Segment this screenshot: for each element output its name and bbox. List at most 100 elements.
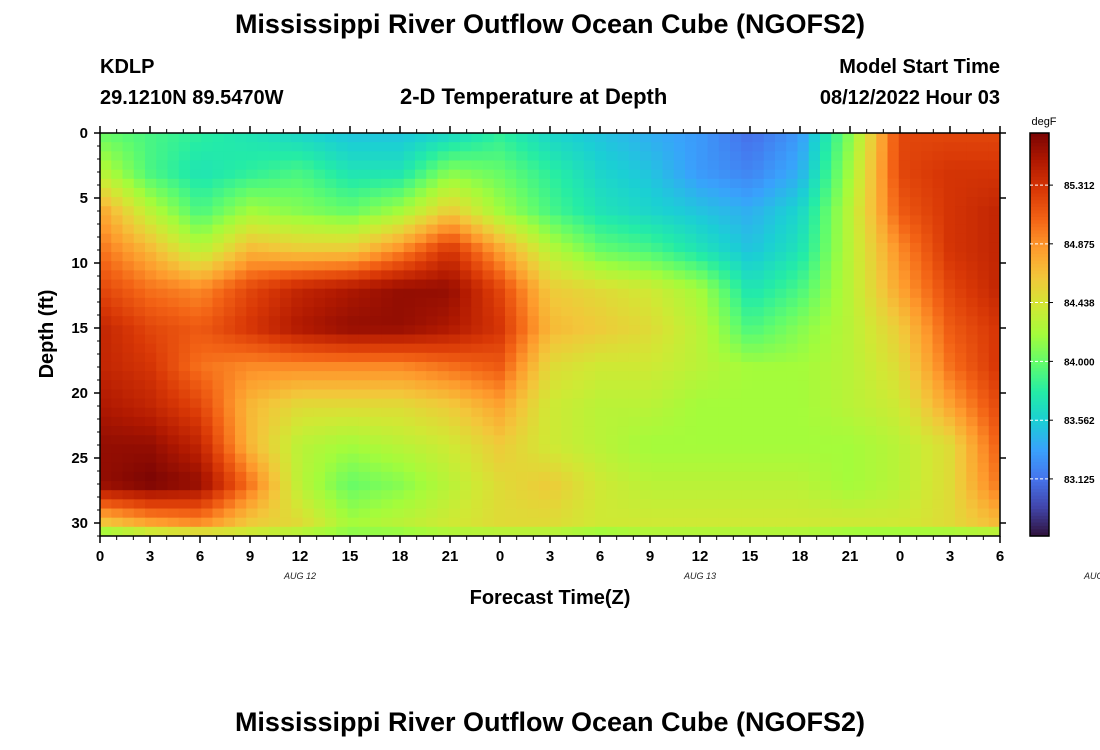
heat-cell [460,462,472,473]
heat-cell [426,307,439,317]
heat-cell [741,361,754,372]
heat-cell [111,187,124,198]
heat-cell [842,160,855,171]
heat-cell [190,462,202,473]
heat-cell [583,517,596,528]
heat-cell [685,197,697,207]
heat-cell [505,270,517,281]
heat-cell [932,325,945,336]
heat-cell [336,453,349,464]
heat-cell [921,361,934,372]
heat-cell [212,261,225,271]
heat-cell [887,242,900,253]
heat-cell [921,499,934,510]
heat-cell [606,416,619,427]
heat-cell [628,252,641,262]
heat-cell [853,371,866,381]
heat-cell [561,352,574,363]
heat-cell [133,178,146,189]
heat-cell [302,517,315,528]
heat-cell [122,270,135,281]
heat-cell [955,426,967,436]
heat-cell [763,490,776,500]
heat-cell [403,316,416,326]
heat-cell [145,526,157,536]
heat-cell [943,435,956,446]
colorbar-band [1030,421,1049,426]
heat-cell [910,389,922,400]
heat-cell [358,325,371,336]
heat-cell [302,142,315,152]
heat-cell [853,206,866,217]
heat-cell [426,517,439,528]
heat-cell [133,444,146,455]
heat-cell [628,435,641,446]
heat-cell [572,526,585,536]
heat-cell [156,233,169,244]
heat-cell [786,416,799,427]
heat-cell [606,224,619,235]
heat-cell [775,270,787,281]
heat-cell [381,462,394,473]
heat-cell [707,187,720,198]
heat-cell [381,435,394,446]
heat-cell [448,197,461,207]
heat-cell [763,169,776,180]
heat-cell [685,426,697,436]
heat-cell [246,416,259,427]
heat-cell [583,407,596,418]
heat-cell [707,435,720,446]
heat-cell [572,142,585,152]
heat-cell [145,380,157,391]
heat-cell [100,133,112,143]
heat-cell [167,169,180,180]
heat-cell [808,389,821,400]
heat-cell [482,288,495,299]
heat-cell [696,508,709,519]
heat-cell [988,471,1000,482]
heat-cell [223,197,236,207]
heat-cell [730,151,742,162]
heat-cell [493,233,506,244]
heat-cell [617,187,630,198]
heat-cell [775,160,787,171]
heat-cell [437,178,450,189]
heat-cell [966,215,979,226]
heat-cell [853,426,866,436]
heat-cell [336,160,349,171]
heat-cell [932,481,945,491]
heat-cell [516,334,529,345]
heat-cell [786,142,799,152]
heat-cell [977,416,990,427]
heat-cell [460,252,472,262]
heat-cell [268,499,281,510]
heat-cell [505,252,517,262]
heat-cell [167,215,180,226]
heat-cell [651,490,664,500]
heat-cell [617,352,630,363]
heat-cell [595,361,607,372]
heat-cell [392,279,405,290]
heat-cell [752,426,765,436]
heat-cell [538,371,551,381]
heat-cell [707,416,720,427]
colorbar-band [1030,227,1049,231]
heat-cell [257,334,270,345]
heat-cell [493,499,506,510]
heat-cell [943,279,956,290]
heat-cell [201,435,214,446]
heat-cell [775,380,787,391]
heat-cell [550,242,562,253]
heat-cell [561,288,574,299]
heat-cell [122,252,135,262]
heat-cell [640,389,652,400]
heat-cell [403,334,416,345]
heat-cell [280,490,292,500]
heat-cell [448,380,461,391]
x-date-label: AUG 13 [683,571,716,581]
heat-cell [595,252,607,262]
heat-cell [808,270,821,281]
heat-cell [257,307,270,317]
heat-cell [820,508,832,519]
heat-cell [718,517,731,528]
